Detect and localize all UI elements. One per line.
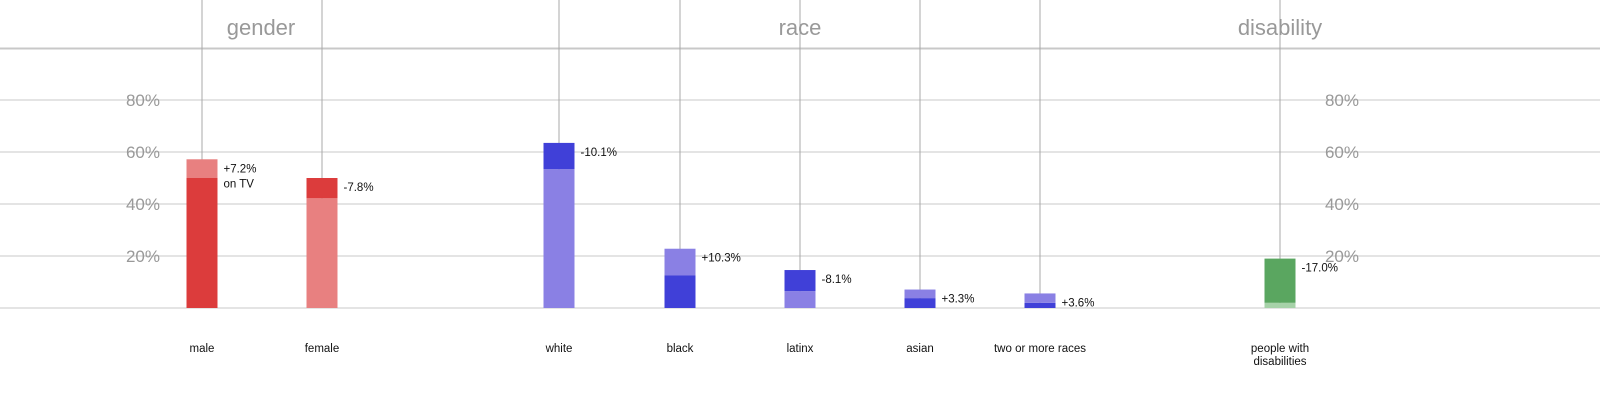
bar-base-female: [306, 198, 338, 308]
bar-diff-latinx: [784, 270, 816, 292]
bar-diff-male: [186, 159, 218, 178]
difference-label-two-or-more-races: +3.6%: [1062, 297, 1095, 309]
bar-diff-people-with-disabilities: [1264, 258, 1296, 303]
category-label-black: black: [667, 343, 694, 355]
category-label-asian: asian: [906, 343, 934, 355]
bar-base-two-or-more-races: [1024, 302, 1056, 308]
bar-base-latinx: [784, 291, 816, 308]
bar-base-black: [664, 275, 696, 308]
y-tick-label-left: 20%: [126, 247, 160, 266]
y-tick-label-right: 80%: [1325, 91, 1359, 110]
category-label-people-with-disabilities: people with: [1251, 343, 1309, 355]
bar-diff-black: [664, 248, 696, 276]
category-label-white: white: [545, 343, 573, 355]
bar-diff-female: [306, 178, 338, 199]
category-label-female: female: [305, 343, 340, 355]
bar-base-male: [186, 178, 218, 308]
difference-label-white: -10.1%: [581, 147, 617, 159]
bar-diff-two-or-more-races: [1024, 293, 1056, 303]
y-tick-label-left: 60%: [126, 143, 160, 162]
category-label-latinx: latinx: [787, 343, 814, 355]
section-title-gender: gender: [227, 15, 296, 40]
difference-label-people-with-disabilities: -17.0%: [1302, 263, 1338, 275]
y-tick-label-left: 40%: [126, 195, 160, 214]
difference-label-female: -7.8%: [344, 182, 374, 194]
difference-label-asian: +3.3%: [942, 294, 975, 306]
difference-label-latinx: -8.1%: [822, 274, 852, 286]
category-label-two-or-more-races: two or more races: [994, 343, 1086, 355]
bars: [186, 142, 1296, 308]
section-title-disability: disability: [1238, 15, 1322, 40]
labels: 20% 20% 40% 40% 60% 60% 80% 80% gender race disabi…: [126, 15, 1359, 368]
difference-label-black: +10.3%: [702, 253, 741, 265]
y-tick-label-right: 20%: [1325, 247, 1359, 266]
bar-base-asian: [904, 298, 936, 308]
bar-base-people-with-disabilities: [1264, 302, 1296, 308]
bar-diff-white: [543, 142, 575, 170]
section-title-race: race: [779, 15, 822, 40]
y-tick-label-right: 60%: [1325, 143, 1359, 162]
category-label-people-with-disabilities: disabilities: [1253, 356, 1306, 368]
y-tick-label-left: 80%: [126, 91, 160, 110]
bar-base-white: [543, 169, 575, 308]
y-tick-label-right: 40%: [1325, 195, 1359, 214]
difference-note-male: on TV: [224, 178, 255, 190]
category-label-male: male: [190, 343, 215, 355]
difference-label-male: +7.2%: [224, 163, 257, 175]
category-lines: [201, 0, 1281, 308]
bar-diff-asian: [904, 289, 936, 299]
